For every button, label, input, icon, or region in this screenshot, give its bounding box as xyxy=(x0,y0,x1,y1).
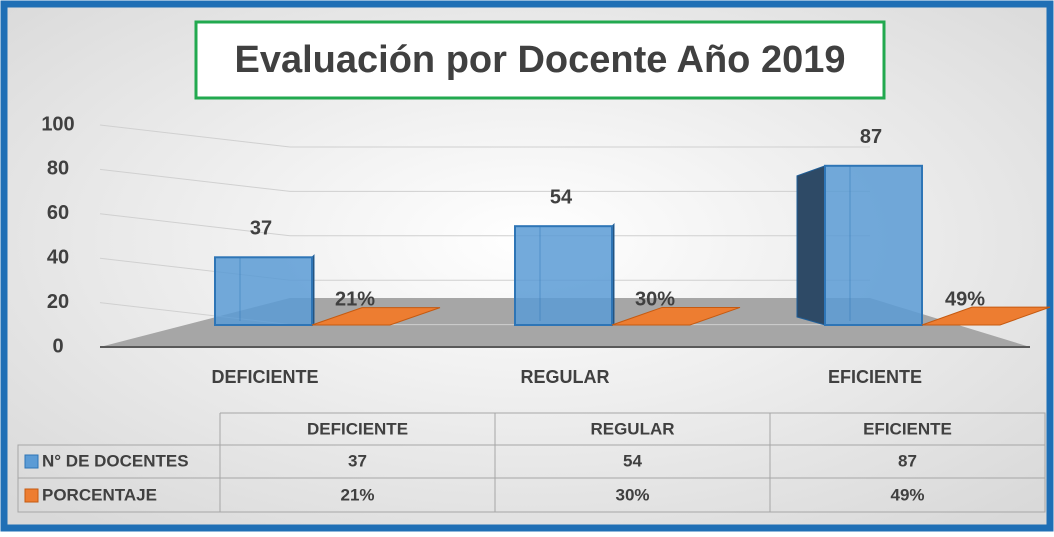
data-label: 21% xyxy=(335,288,375,310)
legend-label: N° DE DOCENTES xyxy=(42,451,189,470)
table-cell: 87 xyxy=(898,451,917,470)
table-cell: 21% xyxy=(340,485,374,504)
title-box xyxy=(194,20,886,100)
data-label: 54 xyxy=(550,186,573,208)
data-label: 37 xyxy=(250,218,272,240)
bar xyxy=(514,225,613,326)
y-tick-label: 20 xyxy=(47,291,69,313)
x-tick-label: DEFICIENTE xyxy=(211,367,318,387)
x-tick-label: EFICIENTE xyxy=(828,367,922,387)
data-label: 87 xyxy=(860,126,882,148)
bar xyxy=(611,306,741,326)
table-cell: 30% xyxy=(615,485,649,504)
data-label: 49% xyxy=(945,288,985,310)
y-tick-label: 0 xyxy=(52,335,63,357)
y-tick-label: 60 xyxy=(47,202,69,224)
table-header: DEFICIENTE xyxy=(307,419,408,438)
x-tick-label: REGULAR xyxy=(521,367,610,387)
grid-line xyxy=(99,213,870,237)
y-tick-label: 80 xyxy=(47,158,69,180)
bar xyxy=(921,306,1051,326)
table-header: EFICIENTE xyxy=(863,419,952,438)
grid-line xyxy=(99,124,870,148)
legend-label: PORCENTAJE xyxy=(42,485,157,504)
legend-swatch xyxy=(24,454,39,469)
table-cell: 54 xyxy=(623,451,642,470)
y-tick-label: 100 xyxy=(41,113,74,135)
table-header: REGULAR xyxy=(590,419,674,438)
bar xyxy=(824,164,923,326)
bar-side xyxy=(796,165,826,326)
bar xyxy=(311,307,441,326)
data-label: 30% xyxy=(635,288,675,310)
y-tick-label: 40 xyxy=(47,246,69,268)
table-cell: 37 xyxy=(348,451,367,470)
chart-title: Evaluación por Docente Año 2019 xyxy=(235,39,846,81)
grid-line xyxy=(99,168,870,192)
legend-swatch xyxy=(24,488,39,503)
bar xyxy=(214,256,313,327)
table-cell: 49% xyxy=(890,485,924,504)
